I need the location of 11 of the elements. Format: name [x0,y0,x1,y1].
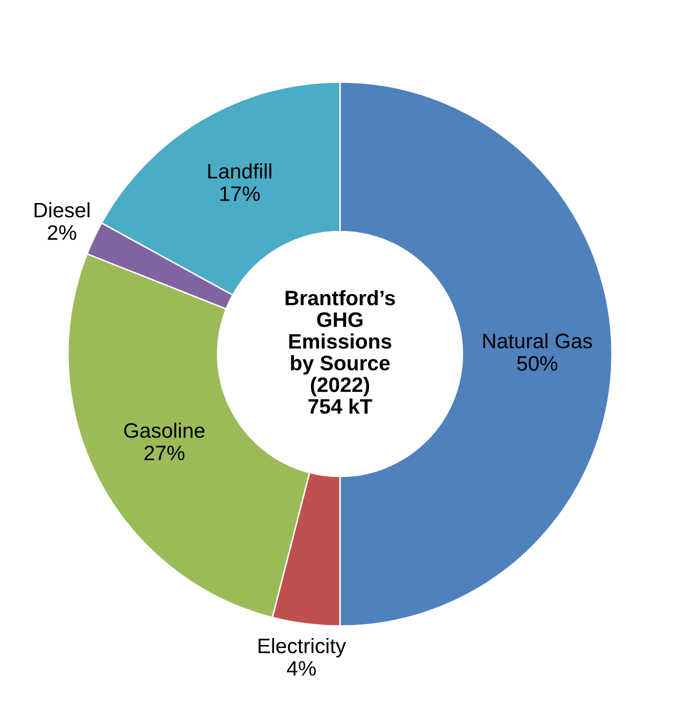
text: Brantford’s GHG Emissions by Source (2022) 754 kT [286,290,395,414]
slice-label: Gasoline [124,422,204,438]
data-label: 4% [286,661,316,676]
slice-label: Diesel [34,202,90,218]
data-label: 27% [144,446,184,460]
slice-label: Electricity [258,638,346,658]
data-label: 17% [220,186,260,201]
slice-label: Landfill [208,163,272,179]
data-label: 50% [517,356,558,371]
slice-label: Natural Gas [483,333,592,348]
data-label: 2% [48,225,76,240]
